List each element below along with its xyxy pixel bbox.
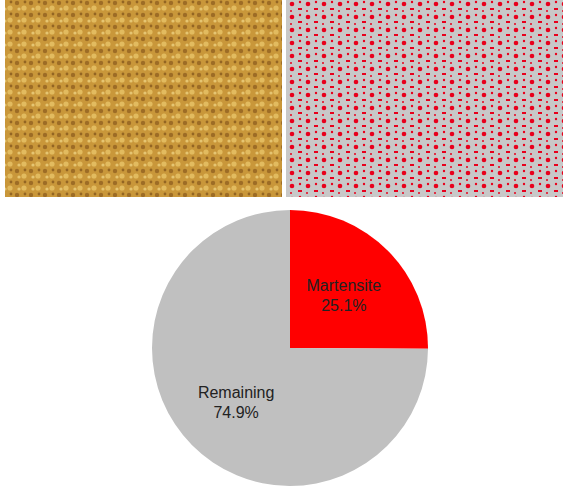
svg-text:Remaining74.9%: Remaining74.9% <box>198 384 274 421</box>
svg-text:Martensite25.1%: Martensite25.1% <box>306 277 381 314</box>
